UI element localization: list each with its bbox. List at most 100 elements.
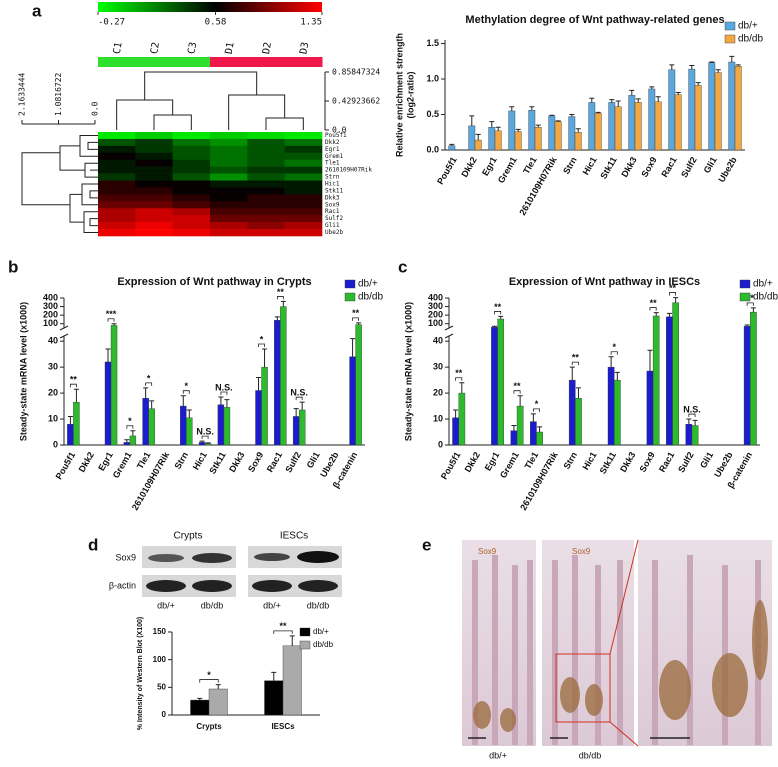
row-label: Tle1 (325, 160, 340, 167)
y-axis-label: Steady-state mRNA level (x1000) (403, 302, 413, 441)
significance: ** (279, 621, 287, 631)
row-label: Hic1 (325, 181, 340, 188)
bar (282, 645, 302, 716)
bar (508, 110, 516, 151)
y-tick-label: 1.0 (426, 73, 439, 83)
legend-label: db/+ (313, 627, 329, 636)
significance: ** (494, 302, 502, 312)
axis-break (444, 325, 454, 339)
color-tick-label: 1.35 (300, 18, 322, 28)
heat-cell (98, 180, 136, 188)
y-tick-label: 40 (48, 336, 58, 346)
caption: db/db (579, 750, 602, 760)
heat-cell (247, 173, 285, 181)
error-bar (271, 671, 277, 681)
bar (685, 424, 693, 446)
bar (510, 430, 518, 446)
bar (255, 390, 262, 446)
heat-cell (172, 180, 211, 188)
bar (607, 366, 615, 446)
heat-cell (210, 173, 248, 181)
error-bar (130, 430, 136, 436)
error-bar (495, 126, 501, 131)
heat-cell (135, 208, 173, 216)
legend-swatch (724, 21, 736, 31)
y-tick-label: 0 (53, 439, 58, 449)
bar (186, 417, 193, 446)
bar (654, 101, 662, 151)
heat-cell (135, 132, 173, 140)
bar (743, 326, 751, 446)
heat-cell (135, 166, 173, 174)
sig-bracket (688, 413, 696, 418)
x-tick-label: Dkk2 (463, 450, 482, 474)
stained-nuclei (473, 600, 768, 732)
error-bar (595, 111, 601, 114)
bar (530, 421, 537, 446)
error-bar (469, 115, 475, 126)
x-tick-label: Rac1 (657, 450, 676, 474)
column-group (247, 57, 286, 67)
bar (448, 145, 456, 151)
legend-swatch (299, 627, 311, 637)
sig-bracket (182, 390, 190, 394)
x-tick-label: Grem1 (496, 155, 519, 185)
band (298, 580, 338, 592)
x-tick-label: Stk11 (207, 450, 227, 475)
micrograph (638, 540, 772, 746)
row-label: 2610109H07Rik (325, 167, 372, 174)
x-tick-label: Sulf2 (676, 450, 696, 474)
x-tick-label: Rac1 (265, 450, 284, 474)
heat-cell (98, 166, 136, 174)
significance: N.S. (683, 404, 701, 414)
error-bar (635, 98, 641, 103)
error-bar (453, 409, 459, 418)
x-tick-label: Ube2b (716, 155, 739, 184)
bar (468, 125, 476, 151)
bar (588, 102, 596, 151)
heat-cell (135, 152, 173, 161)
error-bar (218, 396, 224, 405)
x-tick-label: Strn (172, 450, 190, 471)
heat-cell (135, 201, 173, 209)
heat-cell (284, 187, 323, 195)
heat-cell (210, 187, 248, 195)
sig-bracket (258, 343, 265, 347)
sig-bracket (352, 317, 360, 321)
heat-cell (98, 201, 136, 209)
error-bar (549, 114, 555, 116)
bar (750, 311, 757, 446)
x-tick-label: Gli1 (702, 155, 719, 175)
significance: ** (455, 368, 463, 378)
panel-letter: b (8, 257, 18, 276)
y-tick-label: 400 (428, 292, 443, 302)
heat-cell (284, 152, 323, 161)
significance: N.S. (196, 426, 214, 436)
significance: ** (514, 381, 522, 391)
y-axis-label: Relative enrichment strength (394, 33, 404, 157)
bar (494, 130, 502, 151)
y-tick-label: 10 (48, 413, 58, 423)
heat-cell (247, 201, 285, 209)
legend-swatch (299, 640, 311, 650)
bar (568, 116, 576, 151)
row-label: Sox9 (325, 201, 340, 208)
x-tick-label: Dkk3 (227, 450, 246, 474)
sig-bracket (273, 630, 293, 634)
band (252, 580, 292, 592)
significance: ** (277, 287, 285, 297)
row-label: Dkk3 (325, 194, 340, 201)
bar (280, 306, 287, 446)
error-bar (289, 635, 295, 646)
error-bar (729, 55, 735, 62)
heat-cell (98, 194, 136, 202)
bar (274, 320, 281, 446)
error-bar (629, 89, 635, 96)
panel-letter: a (32, 1, 42, 20)
bar (497, 318, 505, 446)
x-tick-label: Hic1 (581, 155, 599, 176)
y-tick-label: 300 (428, 301, 443, 311)
x-tick-label: Egr1 (483, 450, 502, 472)
error-bar (653, 312, 659, 316)
heat-cell (247, 215, 285, 223)
